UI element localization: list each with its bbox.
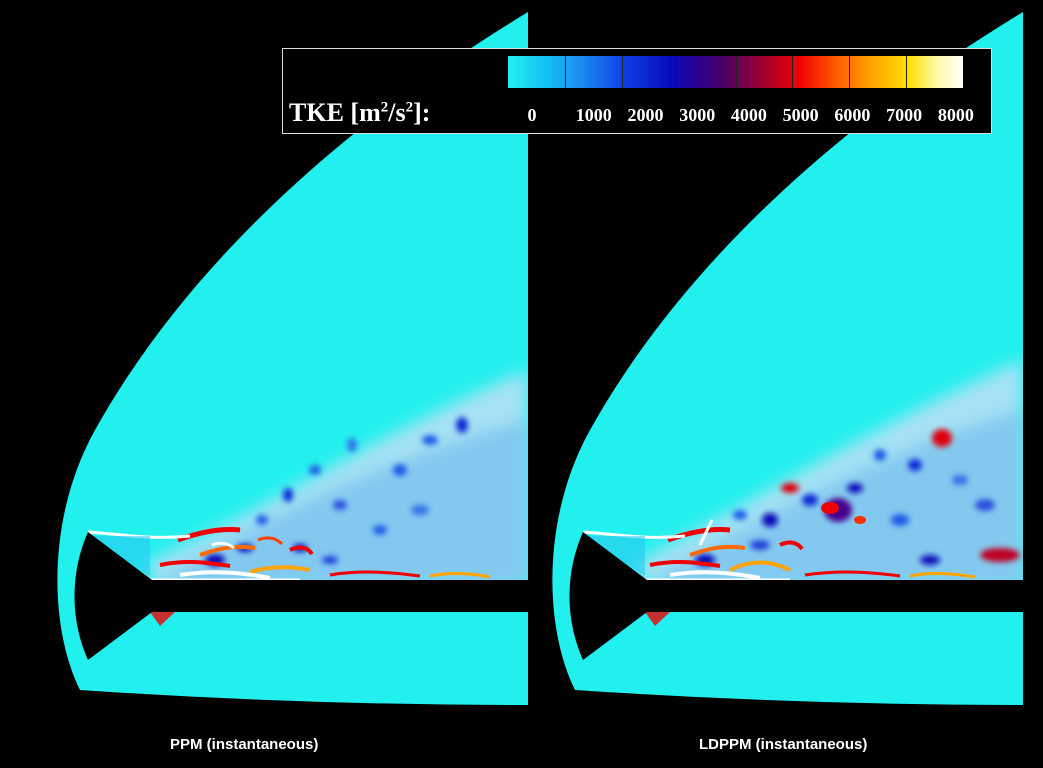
colorbar-tick-label: 7000 (886, 105, 923, 125)
right-panel-field (552, 12, 1023, 705)
colorbar-tick-label: 6000 (834, 105, 871, 125)
colorbar-tick-label: 3000 (679, 105, 716, 125)
colorbar-tick (678, 56, 680, 88)
left-panel-field (57, 12, 528, 705)
colorbar-tick-label: 5000 (782, 105, 819, 125)
colorbar-tick-label: 0 (527, 105, 537, 125)
tke-colorbar-legend: TKE [m2/s2]: 0 1000 2000 3000 4000 5000 6000 70… (282, 48, 992, 134)
colorbar-gradient (508, 56, 963, 88)
colorbar-tick (621, 56, 623, 88)
panel-divider (528, 0, 540, 768)
colorbar-tick (792, 56, 794, 88)
left-capsule-body (74, 532, 528, 660)
colorbar-tick (564, 56, 566, 88)
colorbar-tick-label: 4000 (730, 105, 767, 125)
colorbar-tick (735, 56, 737, 88)
tke-label: TKE [m2/s2]: (289, 98, 431, 127)
left-panel-caption: PPM (instantaneous) (170, 736, 319, 753)
colorbar-tick-label: 8000 (937, 105, 974, 125)
colorbar-tick-label: 2000 (627, 105, 664, 125)
colorbar-tick-label: 1000 (575, 105, 612, 125)
colorbar-tick (849, 56, 851, 88)
right-capsule-body (569, 532, 1023, 660)
colorbar-tick (906, 56, 908, 88)
right-panel-caption: LDPPM (instantaneous) (699, 736, 868, 753)
